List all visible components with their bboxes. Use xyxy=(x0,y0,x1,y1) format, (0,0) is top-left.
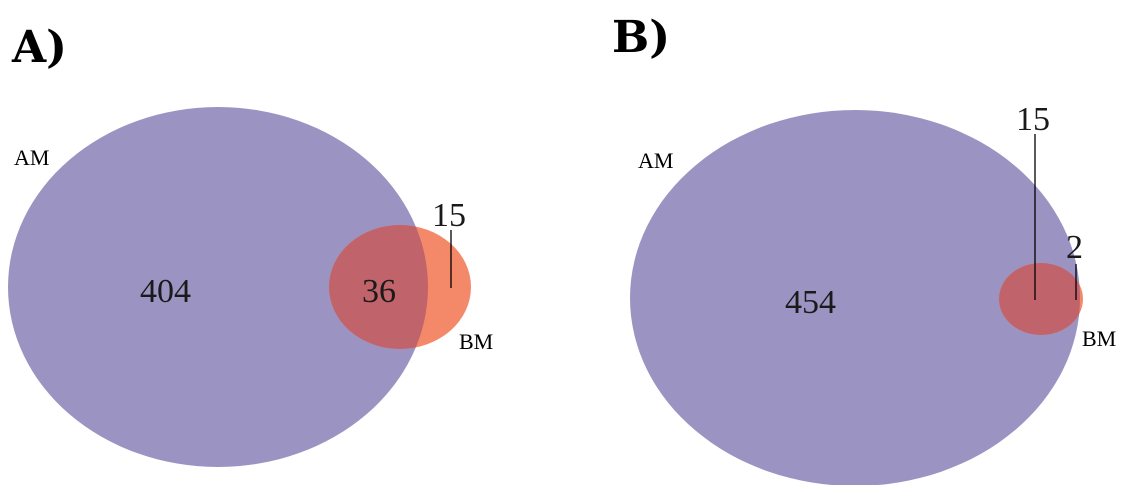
panel-b-only-bm-count: 2 xyxy=(1066,229,1083,266)
panel-b-am-ellipse xyxy=(630,110,1080,485)
panel-b-label: B) xyxy=(612,12,670,63)
panel-b: B) AM BM 454 15 2 xyxy=(612,12,1116,485)
panel-a-overlap-region xyxy=(329,225,428,349)
panel-a-bm-label: BM xyxy=(459,329,493,354)
panel-a: A) AM BM 404 36 15 xyxy=(8,22,493,467)
panel-b-am-label: AM xyxy=(638,148,673,173)
panel-a-only-bm-count: 15 xyxy=(432,197,466,234)
panel-a-overlap-count: 36 xyxy=(362,273,396,310)
panel-b-only-am-count: 454 xyxy=(785,284,836,321)
panel-b-overlap-region xyxy=(999,263,1080,335)
panel-a-only-am-count: 404 xyxy=(140,273,191,310)
panel-a-label: A) xyxy=(11,22,67,73)
panel-a-am-ellipse xyxy=(8,107,428,467)
panel-a-am-label: AM xyxy=(14,145,49,170)
panel-b-bm-label: BM xyxy=(1082,326,1116,351)
panel-b-overlap-count: 15 xyxy=(1016,101,1050,138)
